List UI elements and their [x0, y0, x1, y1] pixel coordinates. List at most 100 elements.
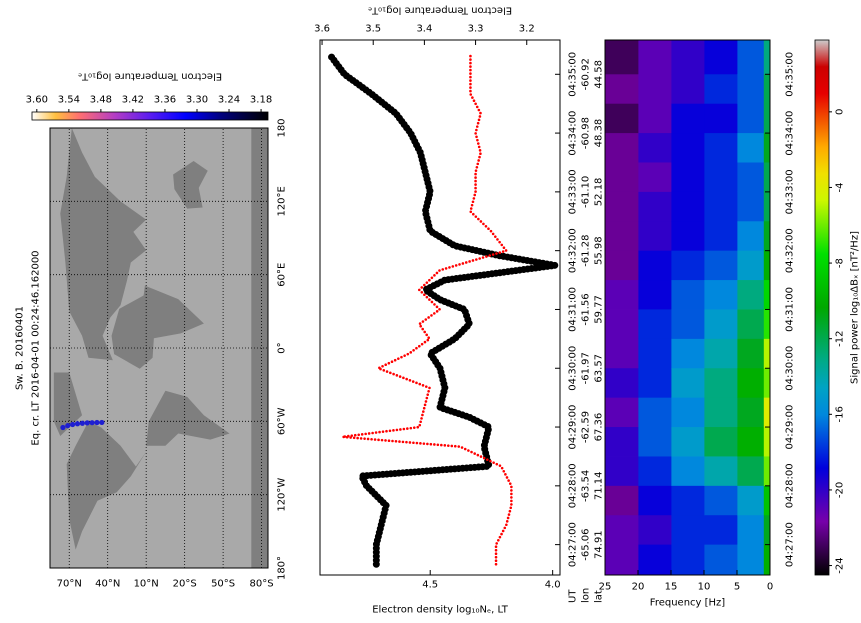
spectrogram-cell [638, 220, 672, 251]
spectrogram-cell [763, 250, 770, 281]
colorbar [814, 39, 830, 576]
spectrogram-cell [605, 544, 639, 575]
x-tick-label: 04:30:00 [785, 346, 796, 391]
y-tick-label: 10°N [134, 579, 159, 590]
axes-frame [604, 39, 771, 576]
temperature-points [342, 53, 513, 566]
y-tick-label: 25 [599, 582, 612, 593]
lat-label: 63.57 [594, 354, 605, 383]
x-tick-label: 120°E [277, 186, 288, 216]
spectrogram-cell [605, 103, 639, 134]
y-tick-label: 40°N [95, 579, 120, 590]
colorbar-label: Signal power log₁₀ΔBₓ [nT²/Hz] [850, 231, 861, 384]
y2-tick-label: 3.6 [314, 24, 330, 35]
y-tick-label: 4.0 [545, 580, 561, 591]
spectrogram-cell [671, 132, 705, 163]
spectrogram-cell [704, 250, 738, 281]
spectrogram-cell [763, 191, 770, 222]
spectrogram-cell [704, 103, 738, 134]
spectrogram-cell [638, 279, 672, 310]
lat-label: 48.38 [594, 119, 605, 148]
spectrogram-cell [638, 132, 672, 163]
y-tick-label: 0 [767, 582, 773, 593]
y-tick-label: 5 [734, 582, 740, 593]
spectrogram-cell [605, 338, 639, 369]
spectrogram-cell [737, 514, 764, 545]
spectrogram-cell [638, 191, 672, 222]
spectrogram-cell [605, 397, 639, 428]
colorbar-tick-label: -8 [835, 258, 846, 268]
colorbar-tick-label: 3.18 [250, 95, 272, 106]
spectrogram-cell [605, 220, 639, 251]
x-tick-label: 60°E [277, 263, 288, 287]
spectrogram-cell [704, 279, 738, 310]
x-tick-label: 04:33:00 [568, 169, 579, 214]
spectrogram-cell [638, 514, 672, 545]
colorbar-tick-label: 3.60 [26, 95, 48, 106]
x-tick-label: 04:28:00 [568, 463, 579, 508]
spectrogram-cell [737, 279, 764, 310]
spectrogram-cell [704, 132, 738, 163]
spectrogram-cell [671, 485, 705, 516]
lat-label: 55.98 [594, 236, 605, 265]
colorbar-tick-label: -12 [835, 331, 846, 347]
spectrogram-cell [704, 73, 738, 104]
spectrogram-cell [763, 103, 770, 134]
y-tick-label: 50°S [211, 579, 235, 590]
density-points [326, 51, 556, 568]
spectrogram-cell [704, 514, 738, 545]
row-label: lon [581, 588, 592, 603]
spectrogram-cell [671, 162, 705, 192]
spectrogram-cell [671, 426, 705, 457]
colorbar-tick-label: 3.36 [154, 95, 176, 106]
y2-tick-label: 3.5 [365, 24, 381, 35]
colorbar-tick-label: -4 [835, 182, 846, 192]
spectrogram-cell [671, 367, 705, 398]
land [173, 161, 208, 209]
spectrogram-cell [737, 250, 764, 281]
y-tick-label: 80°S [250, 579, 274, 590]
y2-tick-label: 3.3 [468, 24, 484, 35]
colorbar-tick-label: 3.24 [218, 95, 240, 106]
x-tick-label: 04:29:00 [785, 405, 796, 450]
track-point [89, 420, 95, 426]
spectrogram-cell [737, 426, 764, 457]
lon-label: -63.54 [581, 470, 592, 502]
spectrogram-cell [763, 397, 770, 428]
spectrogram-cell [763, 132, 770, 163]
spectrogram-cell [763, 456, 770, 486]
spectrogram-cell [605, 132, 639, 163]
rotated-figure: Sw. B. 20160401 Eq. cr. LT 2016-04-01 00:… [15, 5, 861, 616]
spectrogram-cell [704, 338, 738, 369]
x-tick-label: 180° [277, 556, 288, 580]
x-tick-label: 04:33:00 [785, 169, 796, 214]
spectrogram-cell [638, 367, 672, 398]
axes-frame [319, 39, 561, 576]
spectrogram-cell [671, 73, 705, 104]
x-tick-label: 04:34:00 [785, 111, 796, 156]
x-tick-label: 04:32:00 [568, 228, 579, 273]
y-tick-label: 70°N [57, 579, 82, 590]
spectrogram-cell [704, 309, 738, 339]
spectrogram-cell [737, 40, 764, 75]
spectrogram-cell [737, 191, 764, 222]
spectrogram-cell [704, 162, 738, 192]
track-point [79, 420, 85, 426]
lon-label: -61.97 [581, 352, 592, 384]
axes-frame [49, 127, 269, 569]
row-label: lat [594, 590, 605, 603]
spectrogram-cell [605, 40, 639, 75]
spectrogram-cell [763, 309, 770, 339]
lon-label: -61.56 [581, 293, 592, 325]
x-tick-label: 04:31:00 [568, 287, 579, 332]
x-tick-label: 0° [277, 342, 288, 353]
spectrogram-cell [763, 220, 770, 251]
spectrogram-cell [763, 544, 770, 575]
y-tick-label: 20 [632, 582, 645, 593]
y-axis-label: Electron density log₁₀Nₑ, LT [372, 605, 509, 616]
spectrogram-cell [704, 397, 738, 428]
colorbar-tick-label: -24 [835, 557, 846, 573]
land [60, 128, 147, 361]
spectrogram-cell [605, 367, 639, 398]
